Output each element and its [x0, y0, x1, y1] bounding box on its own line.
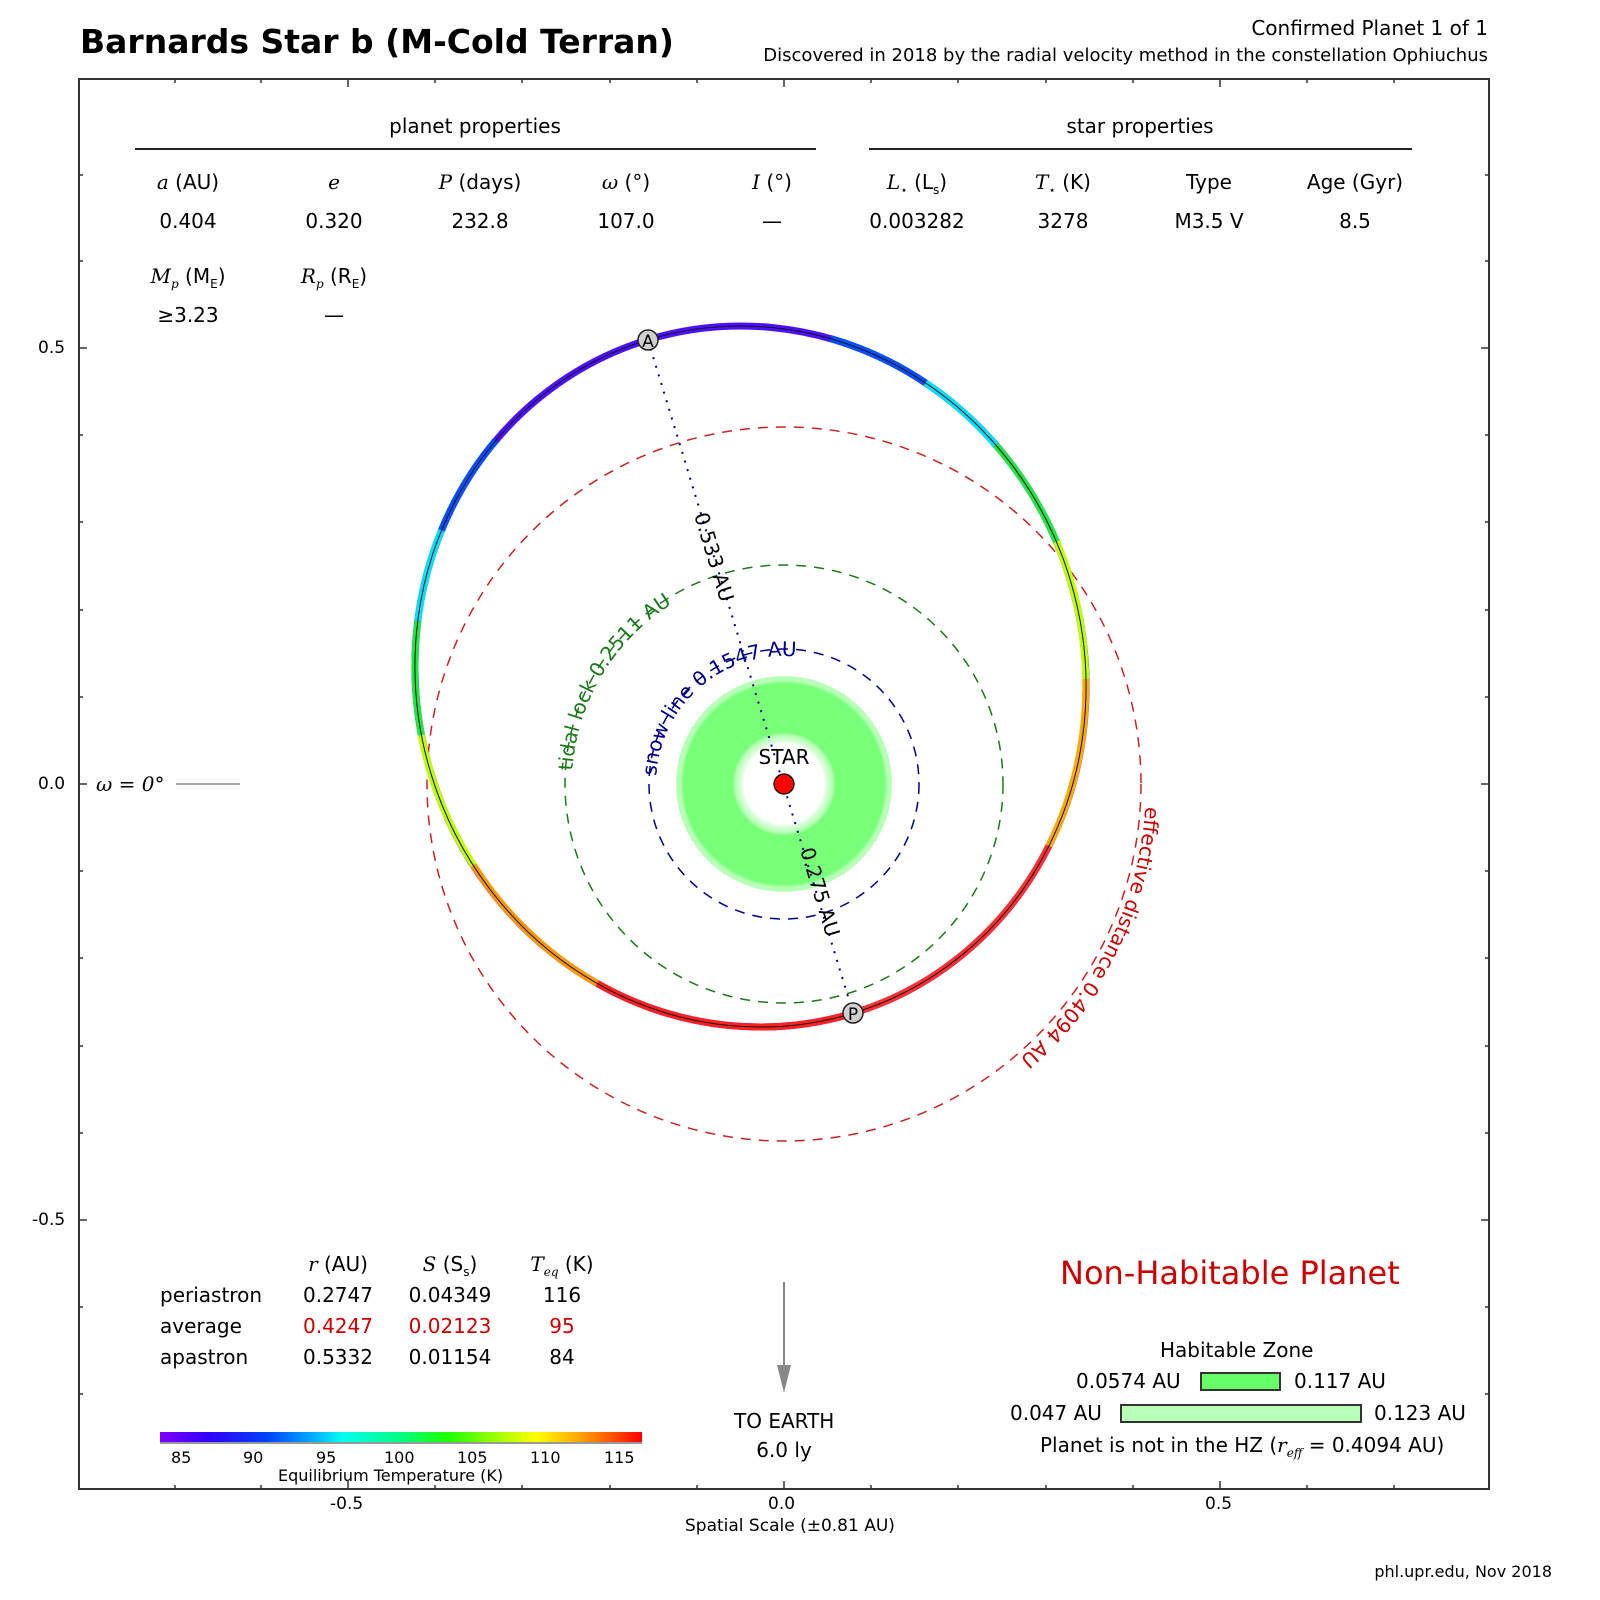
- xtick-neg-0.5: -0.5: [330, 1494, 364, 1514]
- average-r: 0.4247: [303, 1314, 373, 1338]
- row-label-apastron: apastron: [160, 1345, 249, 1369]
- apastron-r: 0.5332: [303, 1345, 373, 1369]
- apastron-distance-label: 0.533 AU: [689, 509, 739, 604]
- habitable-zone-title: Habitable Zone: [1160, 1338, 1314, 1362]
- confirmed-count: Confirmed Planet 1 of 1: [1251, 16, 1488, 40]
- value-type: M3.5 V: [1174, 209, 1244, 233]
- header-luminosity: L⋆ (Ls): [886, 170, 948, 197]
- omega-reference-label: ω = 0°: [96, 772, 165, 796]
- hz-optimistic-outer: 0.123 AU: [1374, 1401, 1466, 1425]
- arrow-down-icon: [777, 1365, 791, 1393]
- colorbar-tick-95: 95: [316, 1448, 337, 1467]
- x-axis-label: Spatial Scale (±0.81 AU): [685, 1516, 895, 1536]
- snow-line-circle: [648, 648, 920, 920]
- xtick-0.0: 0.0: [768, 1494, 796, 1514]
- effective-distance-circle: [426, 426, 1142, 1142]
- periastron-t: 116: [542, 1283, 582, 1307]
- average-s: 0.02123: [408, 1314, 492, 1338]
- periastron-marker-label: P: [848, 1005, 858, 1025]
- colorbar-tick-100: 100: [384, 1448, 415, 1467]
- value-luminosity: 0.003282: [869, 209, 965, 233]
- periastron-r: 0.2747: [303, 1283, 373, 1307]
- apastron-s: 0.01154: [408, 1345, 492, 1369]
- value-omega: 107.0: [597, 209, 655, 233]
- to-earth-label: TO EARTH: [734, 1409, 835, 1433]
- value-a: 0.404: [159, 209, 217, 233]
- apastron-marker-label: A: [642, 332, 654, 352]
- earth-distance: 6.0 ly: [756, 1438, 812, 1462]
- tidal-lock-circle: [564, 564, 1004, 1004]
- value-radius: —: [324, 303, 344, 327]
- value-age: 8.5: [1339, 209, 1371, 233]
- planet-properties-rule: [135, 148, 816, 150]
- header-i: I (°): [752, 170, 792, 194]
- star-properties-rule: [869, 148, 1412, 150]
- header-a: a (AU): [156, 170, 220, 194]
- apastron-t: 84: [549, 1345, 575, 1369]
- xtick-0.5: 0.5: [1205, 1494, 1233, 1514]
- average-t: 95: [549, 1314, 575, 1338]
- star-properties-title: star properties: [1066, 114, 1214, 138]
- value-i: —: [762, 209, 782, 233]
- header-type: Type: [1186, 170, 1232, 194]
- value-e: 0.320: [305, 209, 363, 233]
- value-mass: ≥3.23: [157, 303, 219, 327]
- header-omega: ω (°): [601, 170, 651, 194]
- axis-ticks: [79, 79, 1489, 1489]
- apsides-line: [647, 339, 854, 1014]
- star-icon: [773, 773, 795, 795]
- colorbar-label: Equilibrium Temperature (K): [278, 1466, 504, 1485]
- hz-optimistic-inner: 0.047 AU: [1010, 1401, 1102, 1425]
- header-radius: Rp (RE): [300, 264, 368, 291]
- row-label-average: average: [160, 1314, 242, 1338]
- colorbar-tick-105: 105: [457, 1448, 488, 1467]
- periastron-marker-icon: [842, 1002, 864, 1024]
- habitability-status: Non-Habitable Planet: [1060, 1254, 1400, 1292]
- discovery-info: Discovered in 2018 by the radial velocit…: [763, 45, 1488, 66]
- page-title: Barnards Star b (M-Cold Terran): [80, 22, 674, 61]
- value-temperature: 3278: [1037, 209, 1089, 233]
- header-temperature: T⋆ (K): [1035, 170, 1091, 197]
- apastron-marker-icon: [637, 329, 659, 351]
- colorbar-tick-85: 85: [171, 1448, 192, 1467]
- temperature-colorbar: [160, 1432, 642, 1442]
- effective-distance-label: effective distance 0.4094 AU: [1016, 806, 1164, 1073]
- periastron-s: 0.04349: [408, 1283, 492, 1307]
- colorbar-tick-90: 90: [243, 1448, 264, 1467]
- planet-properties-title: planet properties: [389, 114, 561, 138]
- ytick-0.5: 0.5: [38, 338, 66, 358]
- hz-conservative-inner: 0.0574 AU: [1076, 1369, 1181, 1393]
- ytick-0.0: 0.0: [38, 774, 66, 794]
- value-p: 232.8: [451, 209, 509, 233]
- hz-conservative-bar: [1200, 1372, 1281, 1391]
- orbit-header-s: S (Ss): [422, 1252, 478, 1279]
- hz-conservative-outer: 0.117 AU: [1294, 1369, 1386, 1393]
- header-mass: Mp (ME): [150, 264, 226, 291]
- ytick-neg-0.5: -0.5: [32, 1210, 66, 1230]
- credit: phl.upr.edu, Nov 2018: [1374, 1562, 1552, 1581]
- hz-status-note: Planet is not in the HZ (reff = 0.4094 A…: [1040, 1433, 1445, 1460]
- row-label-periastron: periastron: [160, 1283, 262, 1307]
- star-label: STAR: [759, 745, 810, 769]
- orbit-header-r: r (AU): [308, 1252, 368, 1276]
- header-e: e: [328, 170, 340, 194]
- hz-optimistic-bar: [1120, 1404, 1362, 1423]
- colorbar-tick-110: 110: [530, 1448, 561, 1467]
- header-p: P (days): [438, 170, 522, 194]
- orbit-header-t: Teq (K): [530, 1252, 594, 1279]
- header-age: Age (Gyr): [1306, 170, 1404, 194]
- colorbar-tick-115: 115: [604, 1448, 635, 1467]
